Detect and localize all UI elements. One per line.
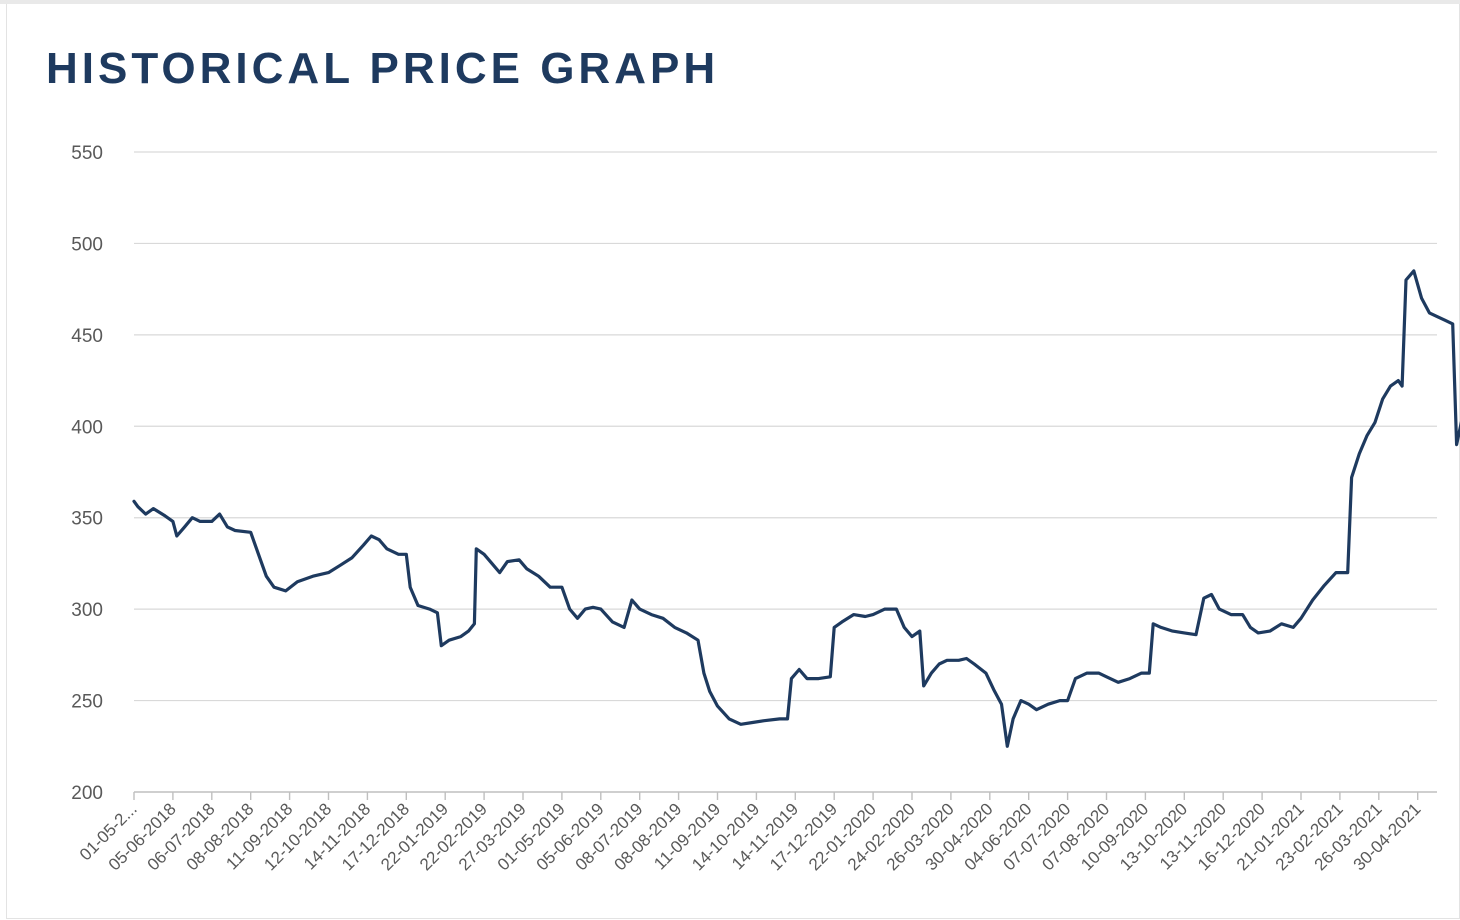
y-tick-label: 350 (71, 509, 103, 530)
y-tick-label: 500 (71, 234, 103, 255)
y-tick-label: 400 (71, 417, 103, 438)
y-tick-label: 250 (71, 692, 103, 713)
price-series-line (132, 269, 1460, 748)
chart-title: HISTORICAL PRICE GRAPH (46, 44, 720, 93)
y-tick-label: 550 (71, 143, 103, 164)
y-tick-label: 300 (71, 600, 103, 621)
top-strip (0, 0, 1460, 4)
y-tick-label: 200 (71, 783, 103, 804)
chart-panel (6, 4, 1460, 919)
y-tick-label: 450 (71, 326, 103, 347)
